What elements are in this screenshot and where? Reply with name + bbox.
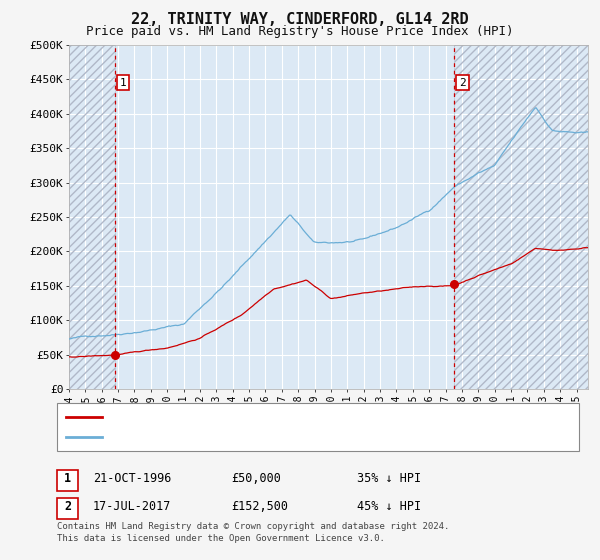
Text: 2: 2	[64, 500, 71, 514]
Text: 17-JUL-2017: 17-JUL-2017	[93, 500, 172, 514]
Text: 22, TRINITY WAY, CINDERFORD, GL14 2RD (detached house): 22, TRINITY WAY, CINDERFORD, GL14 2RD (d…	[108, 412, 445, 422]
Text: £50,000: £50,000	[231, 472, 281, 486]
Text: 21-OCT-1996: 21-OCT-1996	[93, 472, 172, 486]
Text: Contains HM Land Registry data © Crown copyright and database right 2024.: Contains HM Land Registry data © Crown c…	[57, 522, 449, 531]
Text: 1: 1	[119, 78, 127, 88]
Text: HPI: Average price, detached house, Forest of Dean: HPI: Average price, detached house, Fore…	[108, 432, 421, 442]
Text: 22, TRINITY WAY, CINDERFORD, GL14 2RD: 22, TRINITY WAY, CINDERFORD, GL14 2RD	[131, 12, 469, 27]
Text: This data is licensed under the Open Government Licence v3.0.: This data is licensed under the Open Gov…	[57, 534, 385, 543]
Text: £152,500: £152,500	[231, 500, 288, 514]
Text: 2: 2	[459, 78, 466, 88]
Text: 45% ↓ HPI: 45% ↓ HPI	[357, 500, 421, 514]
Text: 1: 1	[64, 472, 71, 486]
Text: Price paid vs. HM Land Registry's House Price Index (HPI): Price paid vs. HM Land Registry's House …	[86, 25, 514, 38]
Text: 35% ↓ HPI: 35% ↓ HPI	[357, 472, 421, 486]
